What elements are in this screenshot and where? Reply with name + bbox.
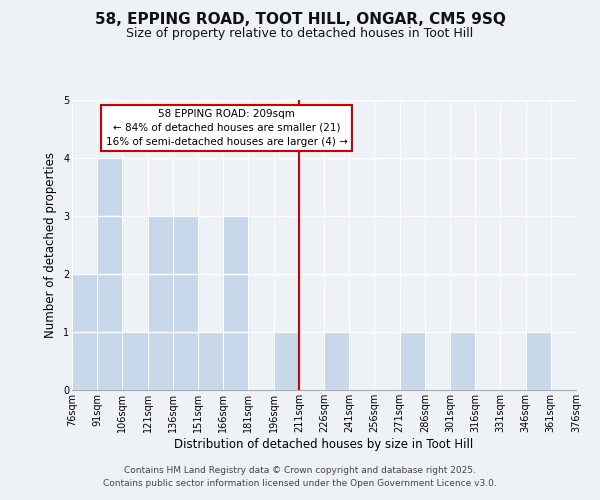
Bar: [400, 332, 425, 390]
Bar: [148, 216, 173, 390]
Bar: [223, 216, 248, 390]
X-axis label: Distribution of detached houses by size in Toot Hill: Distribution of detached houses by size …: [175, 438, 473, 450]
Text: 58 EPPING ROAD: 209sqm
← 84% of detached houses are smaller (21)
16% of semi-det: 58 EPPING ROAD: 209sqm ← 84% of detached…: [106, 108, 347, 146]
Bar: [198, 332, 223, 390]
Bar: [274, 332, 299, 390]
Bar: [450, 332, 475, 390]
Bar: [122, 332, 148, 390]
Text: 58, EPPING ROAD, TOOT HILL, ONGAR, CM5 9SQ: 58, EPPING ROAD, TOOT HILL, ONGAR, CM5 9…: [95, 12, 505, 28]
Bar: [526, 332, 551, 390]
Y-axis label: Number of detached properties: Number of detached properties: [44, 152, 58, 338]
Text: Size of property relative to detached houses in Toot Hill: Size of property relative to detached ho…: [127, 28, 473, 40]
Bar: [97, 158, 122, 390]
Bar: [72, 274, 97, 390]
Bar: [173, 216, 198, 390]
Bar: [324, 332, 349, 390]
Text: Contains HM Land Registry data © Crown copyright and database right 2025.
Contai: Contains HM Land Registry data © Crown c…: [103, 466, 497, 487]
